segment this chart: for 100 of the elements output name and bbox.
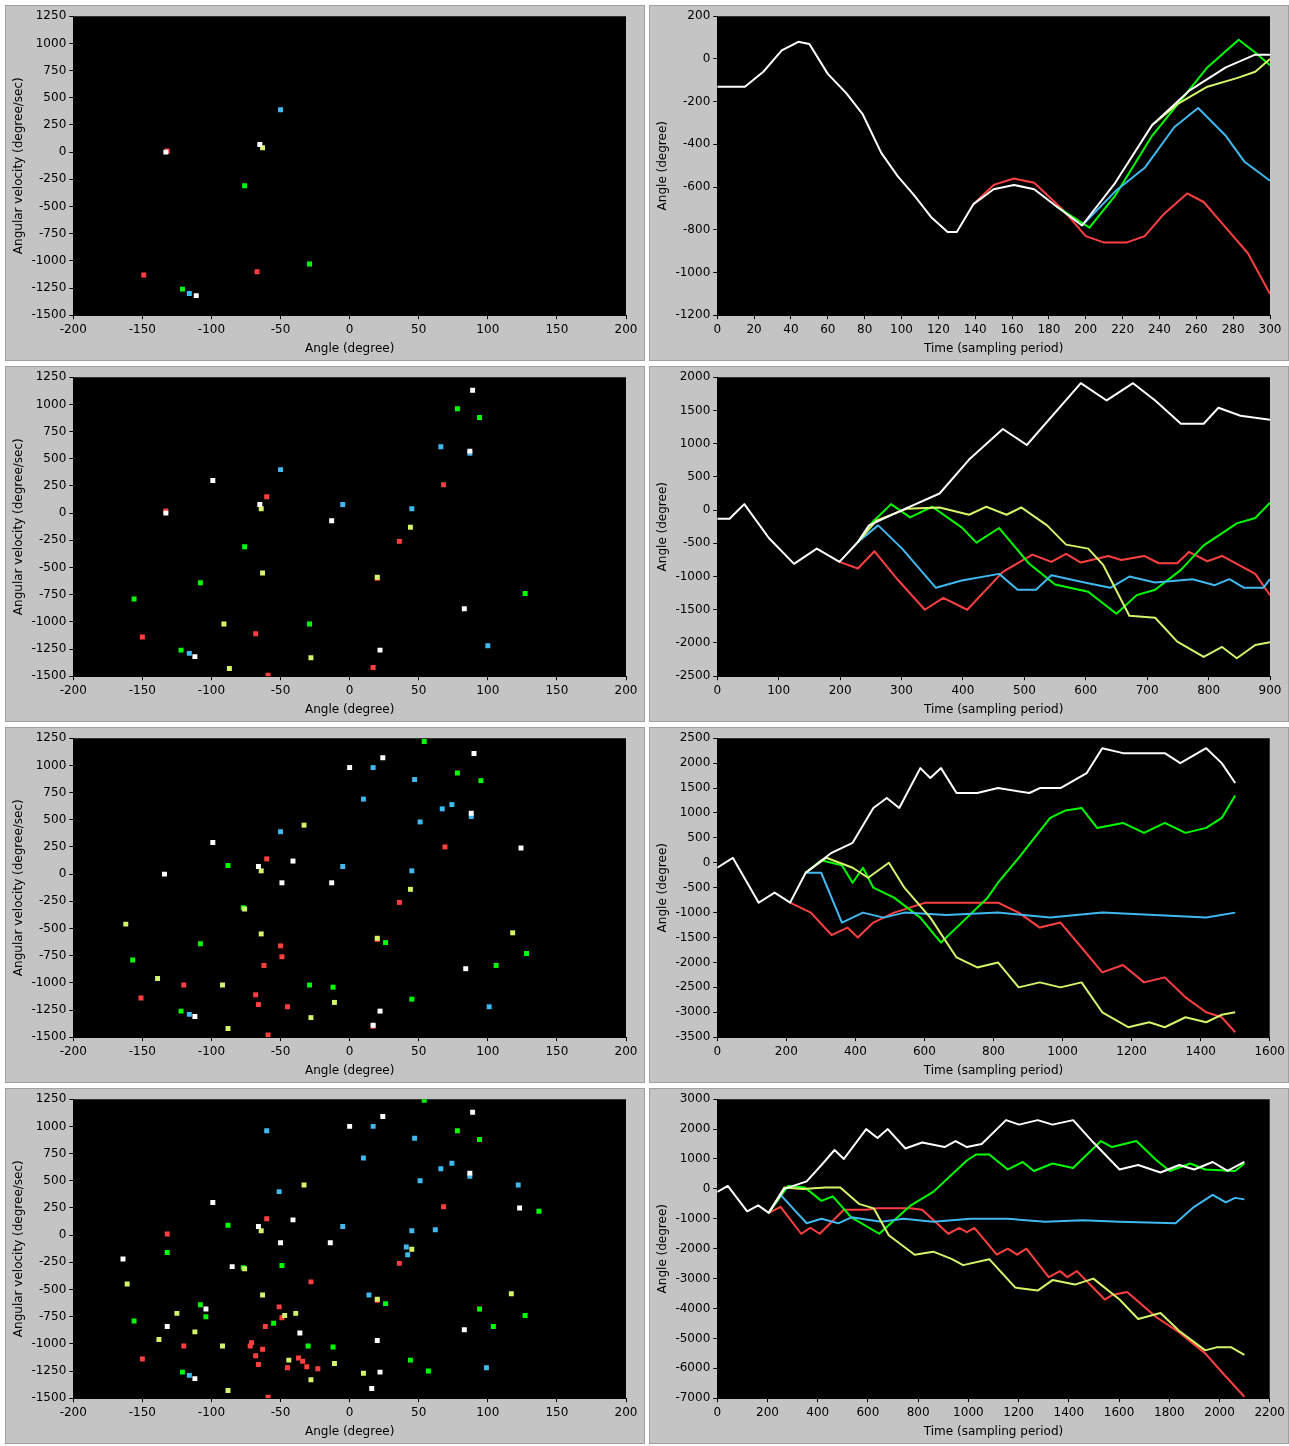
y-tick-label: 0 (702, 502, 711, 517)
y-axis-title: Angle (degree) (655, 482, 670, 572)
y-tick-label: 1000 (35, 1118, 67, 1133)
x-tick-label: 1000 (1047, 1043, 1078, 1058)
y-tick-label: 750 (43, 423, 67, 438)
y-tick-label: -800 (683, 221, 711, 236)
x-tick-label: 1200 (1116, 1043, 1147, 1058)
x-tick-label: 150 (545, 682, 569, 697)
x-tick-label: 50 (411, 321, 427, 336)
x-tick-label: 1600 (1254, 1043, 1285, 1058)
y-tick-label: -500 (39, 1281, 67, 1296)
x-tick-label: 1800 (1154, 1404, 1185, 1419)
x-tick-label: -50 (270, 1404, 291, 1419)
x-tick-label: 200 (614, 1043, 638, 1058)
y-tick-label: -1250 (31, 641, 67, 656)
x-tick-label: 150 (545, 1404, 569, 1419)
x-tick-label: 150 (545, 321, 569, 336)
y-tick-label: -1500 (31, 668, 67, 683)
x-tick-label: 100 (890, 321, 913, 336)
x-axis-title: Time (sampling period) (922, 701, 1064, 716)
y-tick-label: 200 (687, 8, 711, 23)
x-tick-label: 50 (411, 682, 427, 697)
x-tick-label: 60 (820, 321, 836, 336)
y-tick-label: -250 (39, 893, 67, 908)
y-tick-label: -2500 (675, 668, 711, 683)
x-tick-label: 400 (806, 1404, 830, 1419)
y-tick-label: 2000 (679, 755, 711, 770)
y-tick-label: -250 (39, 532, 67, 547)
y-tick-label: 500 (43, 811, 67, 826)
y-tick-label: 500 (43, 450, 67, 465)
x-tick-label: 50 (411, 1404, 427, 1419)
y-tick-label: 500 (43, 89, 67, 104)
y-tick-label: -1250 (31, 1363, 67, 1378)
y-tick-label: 1250 (35, 730, 67, 745)
y-tick-label: -1250 (31, 280, 67, 295)
y-tick-label: -1500 (675, 929, 711, 944)
y-tick-label: 750 (43, 62, 67, 77)
y-tick-label: -500 (39, 559, 67, 574)
x-tick-label: 600 (856, 1404, 880, 1419)
y-tick-label: -7000 (675, 1390, 711, 1405)
y-tick-label: -500 (39, 920, 67, 935)
x-tick-label: -150 (128, 1404, 156, 1419)
x-tick-label: 200 (756, 1404, 779, 1419)
y-tick-label: 750 (43, 784, 67, 799)
y-tick-label: 500 (687, 468, 711, 483)
x-tick-label: -50 (270, 682, 291, 697)
x-tick-label: -150 (128, 682, 156, 697)
y-tick-label: -1000 (675, 1210, 711, 1225)
y-tick-label: -2000 (675, 1240, 711, 1255)
y-tick-label: -2000 (675, 635, 711, 650)
y-tick-label: 1500 (679, 780, 711, 795)
x-tick-label: 0 (713, 1404, 722, 1419)
y-axis-title: Angular velocity (degree/sec) (11, 799, 26, 977)
x-tick-label: 300 (890, 682, 913, 697)
x-tick-label: 1000 (953, 1404, 984, 1419)
x-tick-label: 100 (767, 682, 791, 697)
y-tick-label: -1200 (675, 307, 711, 322)
x-tick-label: 800 (982, 1043, 1005, 1058)
y-tick-label: 0 (58, 866, 67, 881)
y-tick-label: 250 (43, 839, 67, 854)
x-tick-label: 0 (713, 1043, 722, 1058)
x-axis-title: Angle (degree) (304, 1423, 395, 1438)
x-tick-label: 40 (783, 321, 799, 336)
x-tick-label: 1400 (1053, 1404, 1085, 1419)
y-tick-label: 1000 (679, 805, 711, 820)
y-tick-label: 0 (702, 51, 711, 66)
y-tick-label: 3000 (679, 1091, 711, 1106)
y-axis-title: Angle (degree) (655, 1204, 670, 1294)
y-tick-label: 0 (58, 144, 67, 159)
y-tick-label: -1500 (31, 307, 67, 322)
x-tick-label: 800 (1197, 682, 1221, 697)
y-tick-label: -1250 (31, 1002, 67, 1017)
x-tick-label: 280 (1221, 321, 1245, 336)
y-tick-label: 1000 (679, 1151, 711, 1166)
y-tick-label: 1000 (35, 35, 67, 50)
y-tick-label: -750 (39, 225, 67, 240)
y-tick-label: 2500 (679, 730, 711, 745)
x-tick-label: 2200 (1254, 1404, 1285, 1419)
y-tick-label: 500 (43, 1172, 67, 1187)
y-tick-label: -1500 (675, 601, 711, 616)
x-tick-label: 100 (476, 1404, 500, 1419)
y-tick-label: 0 (702, 854, 711, 869)
y-tick-label: 1000 (35, 757, 67, 772)
x-tick-label: 0 (345, 1043, 354, 1058)
y-tick-label: -750 (39, 1308, 67, 1323)
x-tick-label: 0 (713, 682, 722, 697)
y-tick-label: -1500 (31, 1390, 67, 1405)
x-tick-label: 0 (345, 1404, 354, 1419)
y-tick-label: -400 (683, 136, 711, 151)
x-tick-label: 200 (614, 1404, 638, 1419)
y-tick-label: 250 (43, 478, 67, 493)
y-tick-label: -1000 (31, 252, 67, 267)
x-tick-label: 200 (614, 321, 638, 336)
y-tick-label: -1000 (675, 904, 711, 919)
y-tick-label: 2000 (679, 1121, 711, 1136)
y-tick-label: -1000 (31, 974, 67, 989)
x-tick-label: 0 (713, 321, 722, 336)
x-tick-label: 600 (1074, 682, 1098, 697)
x-tick-label: 800 (906, 1404, 930, 1419)
y-tick-label: -750 (39, 947, 67, 962)
